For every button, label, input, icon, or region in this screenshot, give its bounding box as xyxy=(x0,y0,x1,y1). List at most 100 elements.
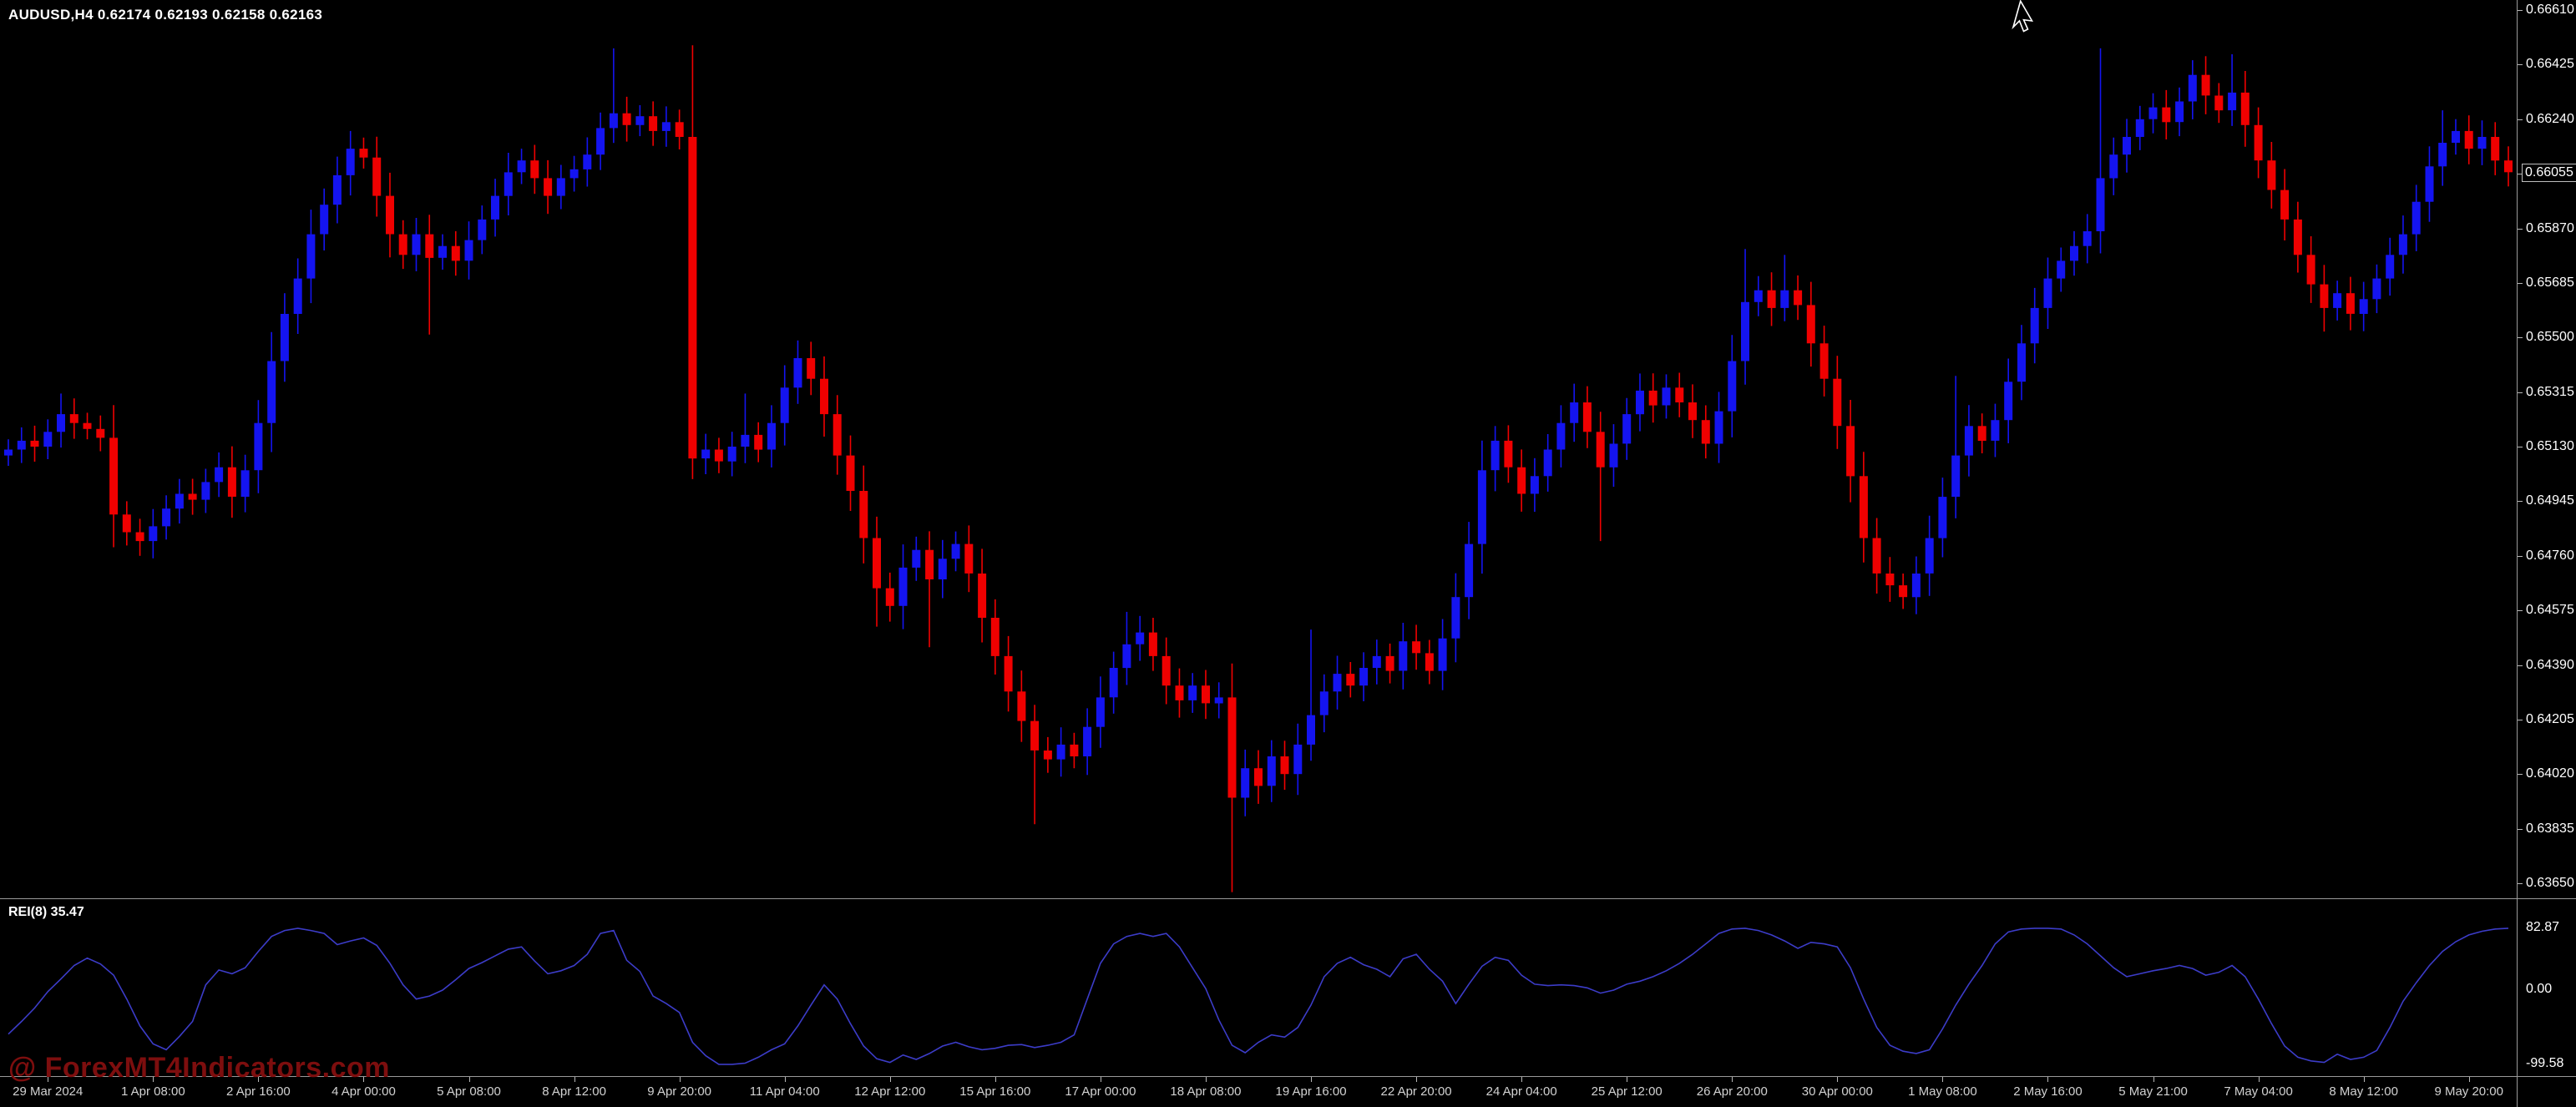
candle-bull xyxy=(741,393,750,463)
time-axis-label: 24 Apr 04:00 xyxy=(1485,1084,1557,1099)
candle-bear xyxy=(109,405,119,548)
candle-bear xyxy=(2162,89,2171,139)
candle-bull xyxy=(346,130,355,196)
candle-bull xyxy=(2004,358,2013,443)
candle-bear xyxy=(859,465,868,564)
time-axis-label: 1 May 08:00 xyxy=(1908,1084,1977,1099)
candle-bull xyxy=(1372,639,1381,685)
candle-bear xyxy=(846,435,855,511)
candle-bear xyxy=(2293,201,2302,273)
candle-bull xyxy=(2057,247,2066,292)
time-tick-mark xyxy=(1521,1077,1523,1082)
panel-separator[interactable] xyxy=(0,898,2576,899)
candle-bull xyxy=(2228,54,2237,126)
price-axis-label: 0.66425 xyxy=(2526,57,2574,72)
time-axis-label: 2 May 16:00 xyxy=(2013,1084,2083,1099)
price-axis[interactable]: 0.66610 0.66425 0.66240 0.66055 0.65870 0.656… xyxy=(2517,0,2576,898)
candle-bear xyxy=(1254,750,1263,804)
candle-bull xyxy=(162,495,171,540)
candle-bull xyxy=(1991,403,2000,457)
candle-bear xyxy=(714,437,723,473)
candle-bear xyxy=(1280,741,1289,790)
indicator-line-chart[interactable] xyxy=(0,899,2517,1076)
candle-bull xyxy=(1465,522,1474,619)
time-axis[interactable]: 29 Mar 2024 1 Apr 08:00 2 Apr 16:00 4 Apr 0… xyxy=(0,1077,2517,1107)
price-tick-mark xyxy=(2517,228,2523,230)
candle-bull xyxy=(306,210,316,304)
indicator-label: REI(8) 35.47 xyxy=(8,905,84,919)
time-tick-mark xyxy=(784,1077,786,1082)
mouse-cursor-icon xyxy=(2012,0,2034,33)
candle-bear xyxy=(227,446,236,518)
time-tick-mark xyxy=(1837,1077,1839,1082)
candle-bear xyxy=(964,525,974,593)
candle-bull xyxy=(1609,424,1618,488)
candle-bull xyxy=(556,164,565,210)
candle-bull xyxy=(2175,87,2184,137)
candle-bull xyxy=(1451,573,1460,663)
candle-bear xyxy=(544,159,553,215)
current-price-label: 0.66055 xyxy=(2522,164,2576,183)
candle-bear xyxy=(2201,56,2210,114)
price-tick-mark xyxy=(2517,665,2523,666)
candle-bull xyxy=(1241,749,1250,816)
candle-bear xyxy=(1030,705,1040,825)
candle-bull xyxy=(1570,383,1579,442)
candle-bull xyxy=(793,340,802,404)
candle-bear xyxy=(1806,281,1815,367)
price-axis-label: 0.64575 xyxy=(2526,603,2574,618)
candle-bull xyxy=(2372,264,2381,314)
price-tick-mark xyxy=(2517,883,2523,884)
candle-bull xyxy=(1714,392,1723,463)
candle-bull xyxy=(1267,740,1276,802)
candle-bear xyxy=(2267,142,2276,209)
price-axis-label: 0.64945 xyxy=(2526,493,2574,508)
candle-bull xyxy=(2425,146,2434,222)
candle-bull xyxy=(517,149,526,184)
candle-bear xyxy=(1004,635,1013,712)
candle-bear xyxy=(451,230,460,276)
candle-bear xyxy=(2214,83,2224,124)
candle-bull xyxy=(2452,119,2460,155)
candlestick-chart[interactable] xyxy=(0,0,2517,899)
candle-bear xyxy=(1675,372,1684,417)
candle-bear xyxy=(1017,670,1026,742)
price-tick-mark xyxy=(2517,10,2523,11)
time-tick-mark xyxy=(889,1077,891,1082)
candle-bull xyxy=(1319,674,1328,733)
time-tick-mark xyxy=(2153,1077,2154,1082)
time-axis-label: 30 Apr 00:00 xyxy=(1801,1084,1873,1099)
candle-bull xyxy=(912,536,921,581)
indicator-axis[interactable]: 82.87 0.00 -99.58 xyxy=(2517,899,2576,1076)
candle-bull xyxy=(1214,682,1223,719)
price-tick-mark xyxy=(2517,392,2523,393)
candle-bull xyxy=(57,393,65,448)
time-axis-label: 18 Apr 08:00 xyxy=(1170,1084,1242,1099)
time-tick-mark xyxy=(468,1077,470,1082)
candle-bull xyxy=(780,365,789,446)
candle-bull xyxy=(1122,611,1131,685)
price-axis-label: 0.63650 xyxy=(2526,876,2574,890)
candle-bull xyxy=(1925,515,1934,596)
candle-bear xyxy=(425,215,434,335)
candle-bear xyxy=(1596,412,1605,542)
candle-bull xyxy=(1136,615,1145,661)
candle-bull xyxy=(767,405,776,468)
candle-bear xyxy=(1070,732,1079,769)
candle-bull xyxy=(2188,60,2197,119)
candle-bull xyxy=(2109,137,2118,195)
candle-bull xyxy=(1662,374,1671,419)
candle-bull xyxy=(1438,619,1447,690)
price-axis-label: 0.66240 xyxy=(2526,111,2574,126)
candle-bear xyxy=(885,572,894,622)
candle-bull xyxy=(2333,281,2342,321)
candle-bull xyxy=(1728,335,1737,437)
price-axis-label: 0.65315 xyxy=(2526,384,2574,399)
candle-bear xyxy=(807,341,816,396)
time-tick-mark xyxy=(1732,1077,1733,1082)
candle-bull xyxy=(464,221,473,280)
time-tick-mark xyxy=(679,1077,681,1082)
candle-bull xyxy=(1754,275,1763,316)
candle-bull xyxy=(2070,230,2078,276)
